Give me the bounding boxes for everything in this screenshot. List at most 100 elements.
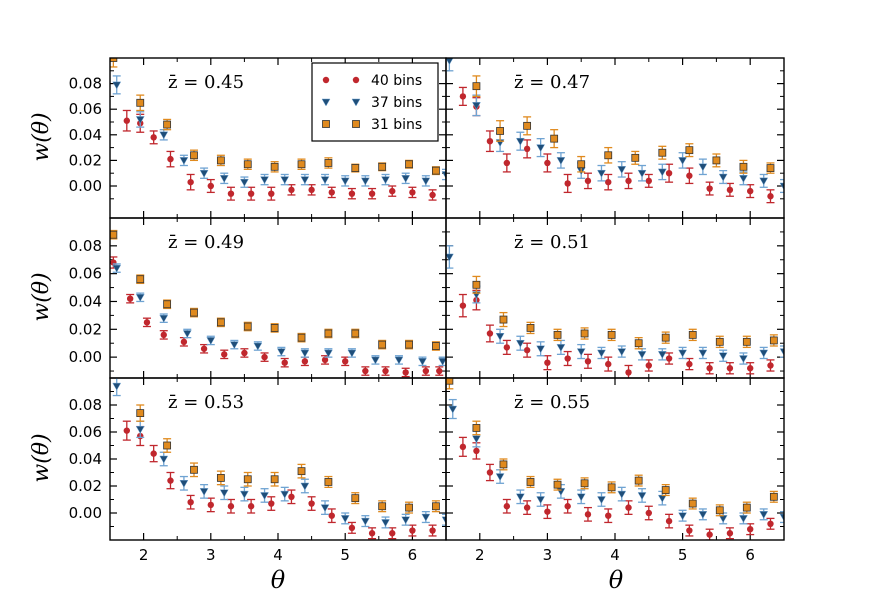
panel-title: z̄ = 0.55: [514, 392, 590, 413]
legend: 40 bins 37 bins 31 bins: [311, 62, 439, 142]
data-point-31-bins: [378, 340, 387, 349]
data-point-31-bins: [324, 329, 333, 338]
data-point-31-bins: [243, 322, 252, 331]
data-point-40-bins: [503, 344, 511, 351]
data-point-40-bins: [625, 504, 632, 511]
data-point-37-bins: [637, 351, 647, 359]
data-point-40-bins: [486, 330, 494, 337]
data-point-40-bins: [247, 190, 255, 197]
data-point-37-bins: [320, 504, 330, 513]
data-point-40-bins: [150, 134, 157, 141]
data-point-31-bins: [499, 315, 508, 324]
y-tick-label: 0.06: [69, 265, 102, 283]
data-point-37-bins: [556, 157, 566, 165]
legend-marker: [322, 120, 330, 128]
panel-data: [110, 229, 446, 378]
legend-label: 37 bins: [371, 95, 422, 111]
panel-data: [110, 58, 446, 201]
data-point-31-bins: [243, 160, 252, 169]
panel-frame: [109, 377, 447, 541]
data-point-40-bins: [301, 358, 309, 365]
data-point-37-bins: [182, 330, 192, 338]
data-point-40-bins: [706, 531, 713, 538]
data-point-37-bins: [515, 493, 525, 502]
data-point-40-bins: [706, 365, 713, 372]
data-point-31-bins: [658, 148, 667, 157]
data-point-37-bins: [320, 176, 330, 185]
data-point-31-bins: [136, 98, 145, 107]
panel-frame: [109, 217, 447, 379]
data-point-31-bins: [472, 424, 481, 432]
data-point-40-bins: [368, 530, 376, 537]
data-point-40-bins: [686, 172, 693, 179]
panel-frame: [445, 217, 785, 379]
data-point-37-bins: [219, 175, 229, 183]
data-point-31-bins: [742, 337, 751, 346]
y-tick-label: 0.02: [69, 320, 102, 338]
y-tick-label: 0.02: [69, 477, 102, 495]
data-point-37-bins: [657, 351, 667, 359]
data-point-31-bins: [351, 329, 360, 338]
data-point-31-bins: [297, 467, 306, 476]
data-point-37-bins: [779, 182, 784, 191]
data-point-40-bins: [261, 353, 268, 361]
data-point-37-bins: [206, 337, 216, 345]
data-point-40-bins: [429, 191, 436, 199]
data-point-40-bins: [429, 527, 436, 534]
data-point-40-bins: [167, 477, 174, 484]
data-point-31-bins: [351, 494, 360, 503]
data-point-37-bins: [219, 489, 229, 498]
x-tick-label: 2: [139, 546, 149, 564]
data-point-37-bins: [280, 176, 290, 185]
data-point-31-bins: [378, 162, 387, 171]
legend-marker: [322, 76, 330, 84]
panel-data: [112, 378, 446, 540]
data-point-40-bins: [645, 177, 652, 185]
data-point-37-bins: [280, 490, 290, 499]
data-point-37-bins: [441, 516, 446, 525]
data-point-31-bins: [324, 478, 333, 486]
legend-label: 31 bins: [371, 117, 422, 133]
data-point-37-bins: [739, 175, 748, 183]
data-point-31-bins: [580, 329, 589, 338]
data-point-37-bins: [759, 511, 769, 519]
data-point-37-bins: [536, 144, 546, 153]
data-point-40-bins: [686, 527, 693, 534]
data-point-37-bins: [159, 455, 169, 464]
y-tick-label: 0.08: [69, 75, 102, 93]
data-point-31-bins: [190, 308, 198, 317]
data-point-40-bins: [625, 177, 632, 185]
data-point-31-bins: [351, 164, 360, 172]
y-axis-label-row1: w(θ): [29, 112, 54, 161]
x-axis-label-left: θ: [271, 566, 286, 594]
data-point-31-bins: [446, 378, 454, 385]
data-point-37-bins: [597, 169, 606, 178]
data-point-40-bins: [180, 338, 188, 346]
y-axis-label-row2: w(θ): [29, 272, 54, 321]
data-point-31-bins: [607, 483, 616, 492]
data-point-31-bins: [715, 337, 724, 346]
data-point-37-bins: [597, 496, 606, 505]
data-point-40-bins: [241, 349, 248, 357]
data-point-37-bins: [597, 349, 606, 358]
x-tick-label: 4: [273, 546, 283, 564]
data-point-40-bins: [382, 367, 389, 375]
data-point-37-bins: [718, 173, 728, 182]
x-tick-label: 5: [678, 546, 688, 564]
data-point-31-bins: [712, 156, 721, 165]
data-point-31-bins: [378, 502, 387, 511]
data-point-37-bins: [536, 345, 546, 354]
data-point-37-bins: [347, 349, 357, 358]
data-point-40-bins: [523, 504, 531, 511]
data-point-31-bins: [523, 121, 532, 130]
data-point-37-bins: [300, 176, 310, 185]
data-point-31-bins: [270, 162, 279, 171]
data-point-31-bins: [766, 164, 775, 172]
data-point-40-bins: [308, 186, 315, 194]
legend-marker: [321, 98, 331, 107]
panel-title: z̄ = 0.49: [168, 232, 244, 253]
data-point-40-bins: [187, 499, 194, 506]
data-point-37-bins: [617, 348, 627, 357]
data-point-37-bins: [515, 339, 525, 348]
data-point-31-bins: [432, 342, 440, 350]
